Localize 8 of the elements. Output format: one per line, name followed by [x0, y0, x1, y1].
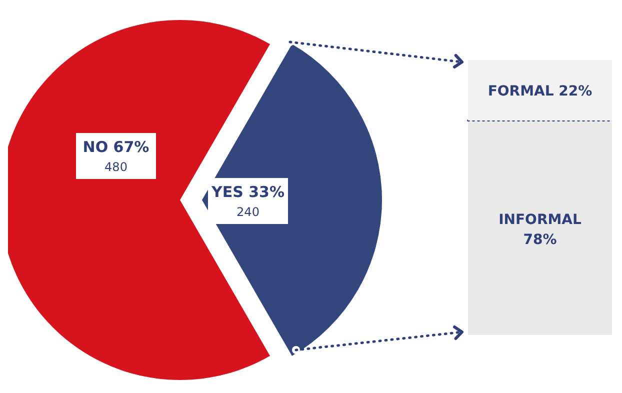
data-label: 78% — [523, 232, 557, 248]
data-label: 240 — [236, 205, 260, 219]
data-label: 480 — [104, 160, 128, 174]
series-label: INFORMAL — [498, 212, 582, 228]
slice-label: YES 33% — [210, 183, 285, 201]
slice-label: NO 67% — [82, 138, 150, 156]
series-label: FORMAL — [488, 83, 554, 100]
data-label: 22% — [558, 83, 592, 100]
